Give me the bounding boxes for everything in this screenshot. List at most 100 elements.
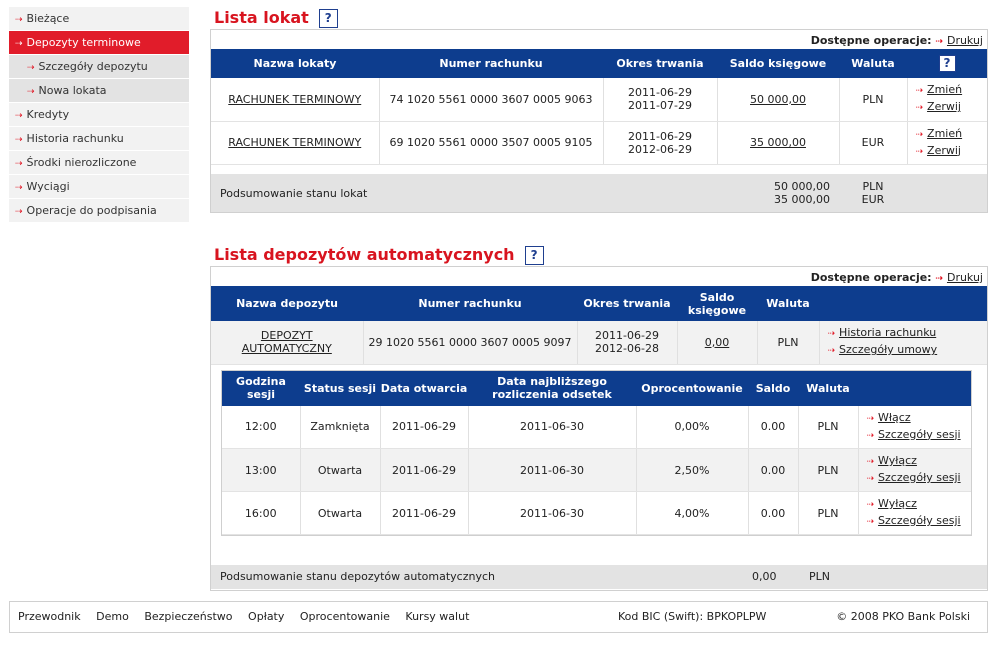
deposit-name-link[interactable]: RACHUNEK TERMINOWY: [228, 136, 362, 149]
session-status: Otwarta: [300, 491, 381, 535]
break-link[interactable]: Zerwij: [927, 100, 961, 114]
arrow-icon: ⇢: [15, 135, 23, 145]
currency: EUR: [839, 121, 908, 165]
sidebar-item-label: Środki nierozliczone: [26, 156, 137, 169]
summary-label: Podsumowanie stanu lokat: [220, 186, 368, 200]
column-header: Nazwa lokaty: [211, 49, 379, 78]
footer: Przewodnik Demo Bezpieczeństwo Opłaty Op…: [9, 601, 988, 633]
auto-table: Nazwa depozytu Numer rachunku Okres trwa…: [211, 286, 987, 365]
session-balance: 0.00: [748, 405, 799, 449]
footer-link-oprocentowanie[interactable]: Oprocentowanie: [299, 610, 390, 623]
page-title: Lista lokat: [214, 8, 309, 27]
change-link[interactable]: Zmień: [927, 83, 963, 97]
deposit-name-link[interactable]: DEPOZYT: [260, 329, 313, 343]
toggle-session-link[interactable]: Wyłącz: [878, 497, 917, 510]
sidebar-item-depozyty-terminowe[interactable]: ⇢ Depozyty terminowe: [9, 31, 189, 55]
sidebar: ⇢ Bieżące ⇢ Depozyty terminowe ⇢ Szczegóły …: [9, 7, 189, 223]
arrow-icon: ⇢: [15, 207, 23, 217]
footer-link-bezpieczenstwo[interactable]: Bezpieczeństwo: [144, 610, 233, 623]
sidebar-item-label: Nowa lokata: [38, 84, 107, 97]
toggle-session-link[interactable]: Włącz: [878, 410, 911, 424]
deposit-name-link[interactable]: RACHUNEK TERMINOWY: [228, 92, 362, 106]
column-header: Nazwa depozytu: [211, 286, 363, 321]
session-time: 12:00: [222, 405, 301, 449]
summary-row: Podsumowanie stanu depozytów automatyczn…: [211, 565, 987, 589]
table-row: RACHUNEK TERMINOWY 74 1020 5561 0000 360…: [211, 78, 987, 122]
ops-label: Dostępne operacje:: [810, 271, 932, 284]
contract-details-link[interactable]: Szczegóły umowy: [839, 343, 938, 357]
session-details-link[interactable]: Szczegóły sesji: [878, 427, 961, 441]
change-link[interactable]: Zmień: [927, 126, 963, 140]
session-row: 12:00 Zamknięta 2011-06-29 2011-06-30 0,…: [222, 405, 971, 449]
sidebar-item-label: Historia rachunku: [26, 132, 124, 145]
deposit-name-link[interactable]: AUTOMATYCZNY: [241, 342, 332, 356]
print-link[interactable]: Drukuj: [946, 34, 983, 47]
break-link[interactable]: Zerwij: [927, 143, 961, 157]
arrow-icon: ⇢: [915, 86, 924, 97]
interest-rate: 4,00%: [636, 491, 749, 535]
arrow-icon: ⇢: [866, 474, 875, 484]
arrow-icon: ⇢: [915, 146, 924, 157]
sidebar-item-srodki-nierozliczone[interactable]: ⇢ Środki nierozliczone: [9, 151, 189, 175]
footer-link-przewodnik[interactable]: Przewodnik: [18, 610, 81, 623]
sidebar-item-label: Kredyty: [26, 108, 70, 121]
session-time: 13:00: [222, 448, 301, 492]
column-header: Godzina sesji: [222, 370, 300, 406]
sidebar-item-operacje-do-podpisania[interactable]: ⇢ Operacje do podpisania: [9, 199, 189, 223]
sidebar-item-label: Depozyty terminowe: [26, 36, 141, 49]
session-details-link[interactable]: Szczegóły sesji: [878, 514, 961, 527]
session-status: Otwarta: [300, 448, 381, 492]
help-icon[interactable]: ?: [938, 55, 956, 72]
footer-link-kursy-walut[interactable]: Kursy walut: [405, 610, 470, 623]
account-history-link[interactable]: Historia rachunku: [839, 326, 937, 340]
column-header: Waluta: [757, 286, 819, 321]
table-row: RACHUNEK TERMINOWY 69 1020 5561 0000 350…: [211, 121, 987, 165]
balance-link[interactable]: 50 000,00: [750, 92, 806, 106]
column-header: Numer rachunku: [379, 49, 603, 78]
column-header: Okres trwania: [603, 49, 717, 78]
currency: PLN: [798, 491, 859, 535]
help-icon[interactable]: ?: [318, 9, 338, 28]
sidebar-item-label: Bieżące: [26, 12, 70, 25]
footer-links: Przewodnik Demo Bezpieczeństwo Opłaty Op…: [18, 602, 481, 632]
period-from: 2011-06-29: [595, 329, 659, 343]
column-header: Data najbliższego rozliczenia odsetek: [468, 370, 636, 406]
period-to: 2012-06-29: [628, 142, 692, 156]
ops-label: Dostępne operacje:: [810, 34, 932, 47]
sidebar-item-kredyty[interactable]: ⇢ Kredyty: [9, 103, 189, 127]
balance-link[interactable]: 0,00: [704, 335, 730, 349]
arrow-icon: ⇢: [935, 274, 943, 284]
footer-link-oplaty[interactable]: Opłaty: [248, 610, 285, 623]
section-title: Lista depozytów automatycznych: [214, 245, 515, 264]
lokaty-panel: Dostępne operacje: ⇢ Drukuj Nazwa lokaty …: [210, 29, 988, 213]
print-link[interactable]: Drukuj: [946, 271, 983, 284]
table-row: DEPOZYT AUTOMATYCZNY 29 1020 5561 0000 36…: [211, 321, 987, 365]
next-settlement-date: 2011-06-30: [468, 491, 637, 535]
next-settlement-date: 2011-06-30: [468, 405, 637, 449]
sidebar-item-historia-rachunku[interactable]: ⇢ Historia rachunku: [9, 127, 189, 151]
section-title-lokaty: Lista lokat?: [214, 8, 338, 28]
currency: PLN: [798, 405, 859, 449]
sidebar-item-szczegoly-depozytu[interactable]: ⇢ Szczegóły depozytu: [9, 55, 189, 79]
arrow-icon: ⇢: [15, 111, 23, 121]
period-from: 2011-06-29: [628, 129, 692, 143]
toggle-session-link[interactable]: Wyłącz: [878, 454, 917, 467]
column-header: Waluta: [839, 49, 907, 78]
summary-balance: 50 000,00: [774, 180, 830, 193]
session-details-link[interactable]: Szczegóły sesji: [878, 471, 961, 484]
footer-link-demo[interactable]: Demo: [96, 610, 129, 623]
next-settlement-date: 2011-06-30: [468, 448, 637, 492]
sidebar-item-nowa-lokata[interactable]: ⇢ Nowa lokata: [9, 79, 189, 103]
arrow-icon: ⇢: [15, 15, 23, 25]
summary-balance: 0,00: [752, 570, 777, 583]
column-header: Okres trwania: [577, 286, 677, 321]
help-icon[interactable]: ?: [524, 246, 544, 265]
bic-code: Kod BIC (Swift): BPKOPLPW: [618, 610, 767, 623]
sessions-panel: Godzina sesji Status sesji Data otwarcia…: [221, 369, 972, 536]
sidebar-item-biezace[interactable]: ⇢ Bieżące: [9, 7, 189, 31]
balance-link[interactable]: 35 000,00: [750, 136, 806, 149]
arrow-icon: ⇢: [15, 183, 23, 193]
interest-rate: 0,00%: [636, 405, 749, 449]
session-time: 16:00: [222, 491, 301, 535]
sidebar-item-wyciagi[interactable]: ⇢ Wyciągi: [9, 175, 189, 199]
